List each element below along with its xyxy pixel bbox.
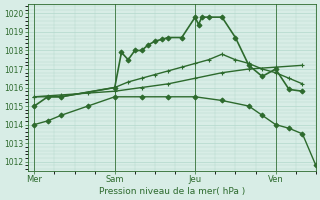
X-axis label: Pression niveau de la mer( hPa ): Pression niveau de la mer( hPa ) [99,187,245,196]
